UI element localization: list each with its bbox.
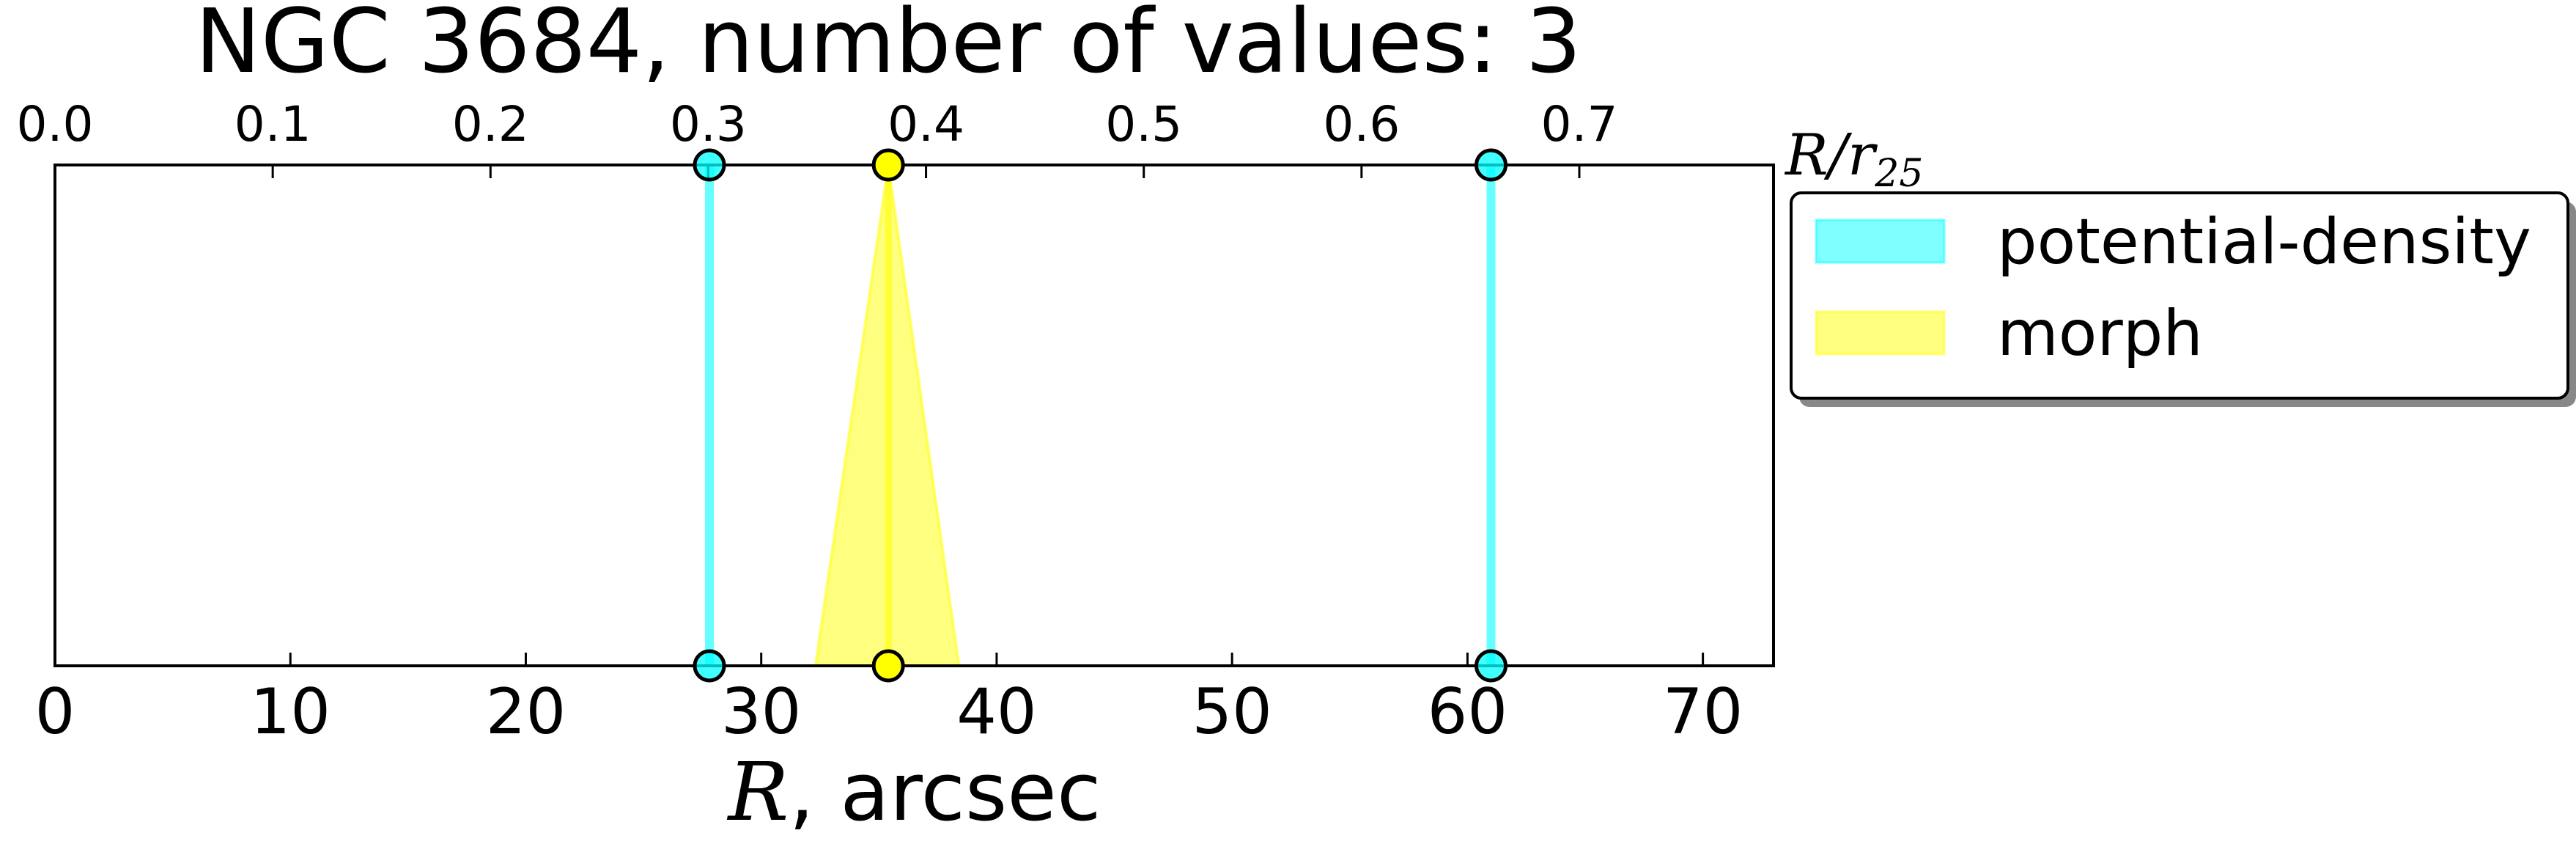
potential-density-marker	[1475, 148, 1508, 182]
legend-swatch-potential-density	[1815, 219, 1946, 264]
x-tick-label: 0	[35, 675, 75, 749]
potential-density-marker	[693, 649, 726, 683]
morph-marker	[871, 649, 905, 683]
top-tick-label: 0.1	[235, 96, 311, 153]
top-tick-label: 0.6	[1323, 96, 1400, 153]
legend-label-potential-density: potential-density	[1997, 205, 2531, 279]
x-tick-label: 40	[956, 675, 1036, 749]
plot-series	[705, 164, 1496, 667]
legend-swatch-morph	[1815, 310, 1946, 356]
morph-marker	[871, 148, 905, 182]
legend-box	[1790, 191, 2569, 400]
x-tick-label: 10	[251, 675, 331, 749]
potential-density-marker	[1475, 649, 1508, 683]
series-markers	[693, 148, 1508, 683]
top-tick-label: 0.7	[1540, 96, 1617, 153]
top-tick-label: 0.4	[887, 96, 964, 153]
x-axis-label: R, arcsec	[727, 745, 1101, 839]
top-axis-label: R/r25	[1784, 122, 1923, 196]
top-tick-label: 0.3	[670, 96, 747, 153]
top-tick-label: 0.2	[452, 96, 529, 153]
potential-density-marker	[693, 148, 726, 182]
x-tick-label: 30	[721, 675, 801, 749]
plot-frame	[53, 164, 1775, 667]
chart-title: NGC 3684, number of values: 3	[195, 0, 1582, 93]
axis-ticks: 0 10 20 30 40 50 60 70 0.0 0.1 0.2 0.3 0.4 0.5 0.6 0.7	[17, 96, 1743, 749]
x-tick-label: 50	[1192, 675, 1272, 749]
legend: potential-density morph	[1790, 191, 2576, 407]
x-tick-label: 60	[1428, 675, 1507, 749]
top-tick-label: 0.0	[17, 96, 94, 153]
top-tick-label: 0.5	[1105, 96, 1182, 153]
x-tick-label: 20	[486, 675, 566, 749]
x-tick-label: 70	[1663, 675, 1743, 749]
legend-label-morph: morph	[1997, 297, 2203, 370]
